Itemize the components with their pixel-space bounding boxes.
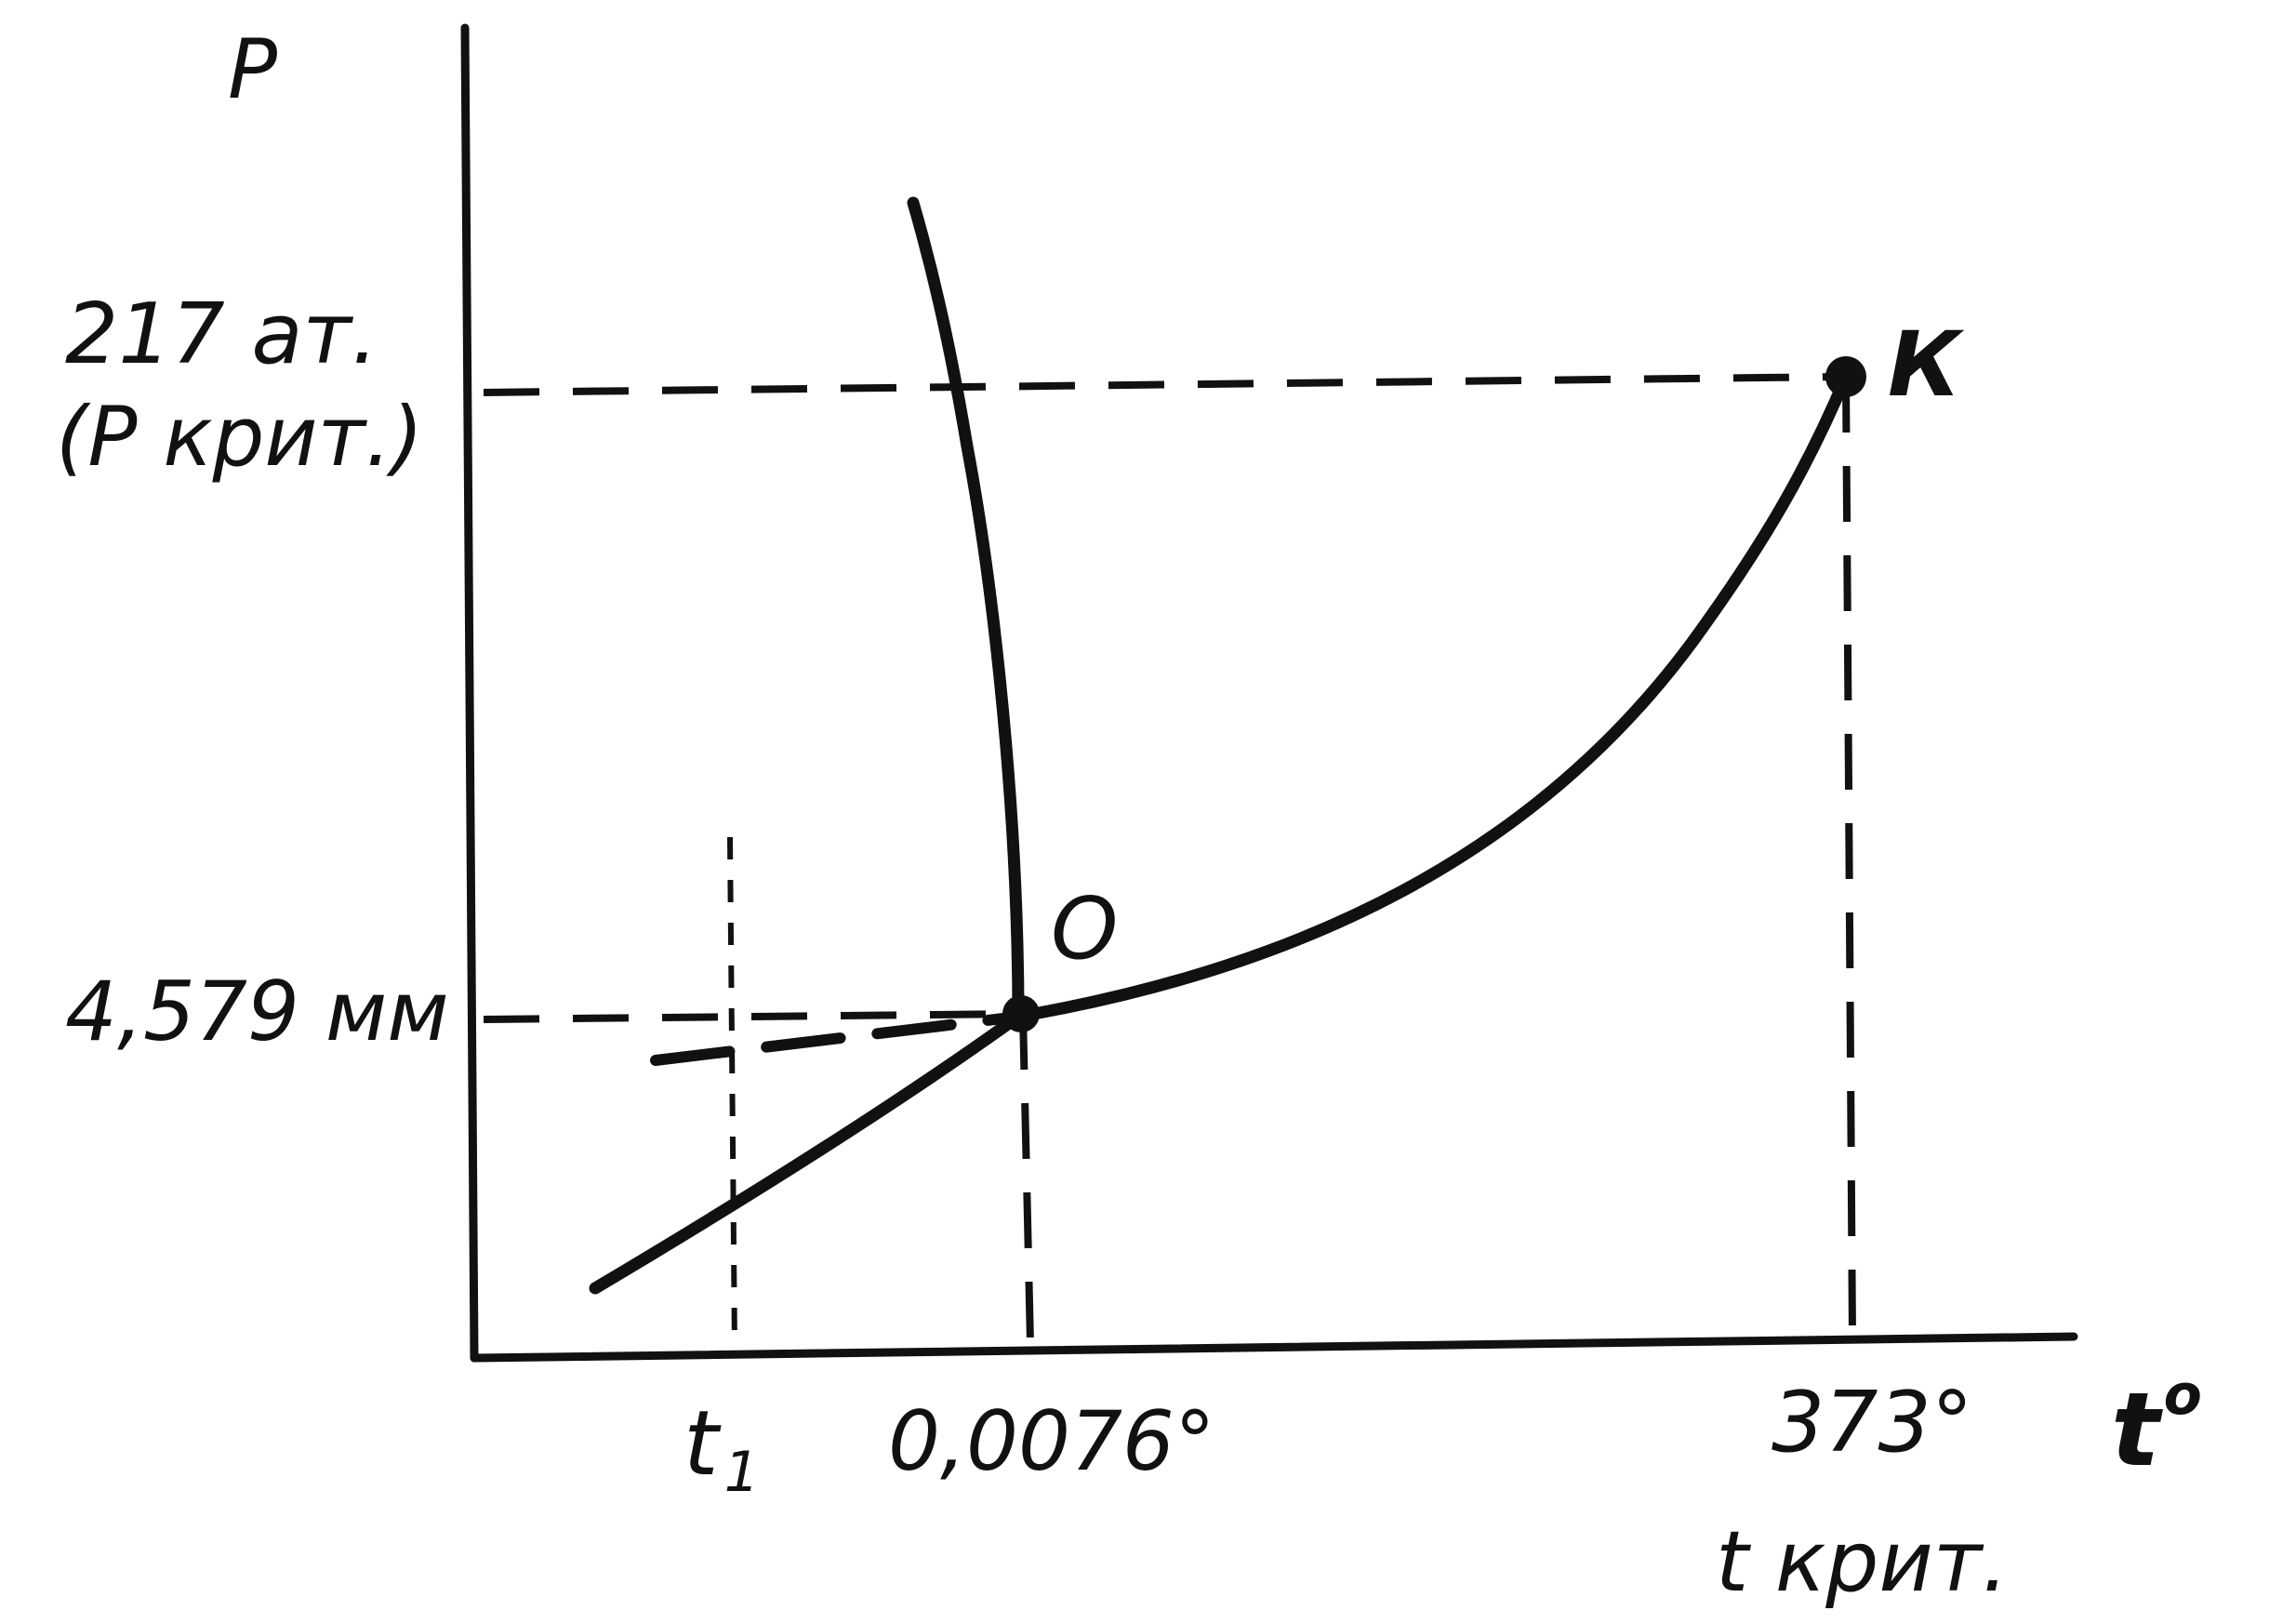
- t-crit-value-label: 373°: [1772, 1374, 1973, 1471]
- melting-curve: [907, 196, 1025, 1023]
- critical-point-label: К: [1888, 313, 1965, 417]
- t-triple-value-label: 0,0076°: [888, 1393, 1215, 1489]
- t-crit-note-label: t крит.: [1716, 1513, 2009, 1611]
- triple-point-marker: [1002, 995, 1040, 1032]
- t1-subscript: 1: [724, 1440, 760, 1505]
- t-axis-line: [470, 1332, 2078, 1363]
- p-crit-guide-line: [483, 373, 1847, 396]
- t-axis-degree: o: [2164, 1363, 2202, 1428]
- p-axis-label: P: [228, 21, 277, 117]
- sublimation-curve: [589, 1010, 1025, 1295]
- p-crit-value-label: 217 ат.: [65, 286, 378, 383]
- supercooled-curve: [650, 1011, 1024, 1066]
- p-axis-line: [460, 23, 479, 1363]
- p-crit-note-label: (Р крит.): [56, 389, 423, 485]
- critical-point-marker: [1825, 356, 1866, 397]
- vaporization-curve: [1012, 370, 1852, 1023]
- t-triple-guide-line: [1019, 1013, 1034, 1345]
- t-axis-label: to: [2111, 1363, 2202, 1489]
- t1-guide-line: [727, 836, 737, 1350]
- p-triple-value-label: 4,579 мм: [65, 964, 449, 1059]
- p-triple-guide-line: [483, 1010, 1024, 1023]
- triple-point-label: O: [1051, 879, 1118, 978]
- t-crit-guide-line: [1842, 376, 1856, 1340]
